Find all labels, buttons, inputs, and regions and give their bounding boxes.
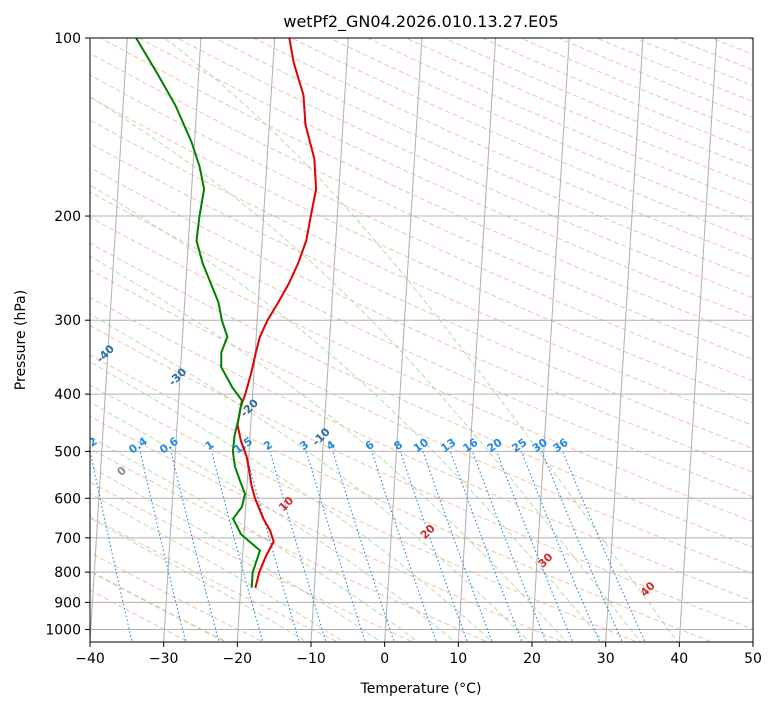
dry-adiabat [90, 216, 753, 523]
dry-adiabat [90, 447, 489, 642]
mixing-ratio-line [269, 451, 327, 642]
y-tick-label: 900 [54, 595, 81, 611]
dry-adiabat [90, 191, 753, 498]
dry-adiabat [90, 96, 753, 404]
y-axis: 100 200 300 400 500 600 700 800 900 1000 [45, 31, 90, 639]
x-tick-label: −10 [296, 651, 326, 667]
dry-adiabat [90, 142, 753, 450]
y-tick-label: 600 [54, 491, 81, 507]
dry-adiabat [90, 74, 753, 382]
x-axis: −40 −30 −20 −10 0 10 20 30 40 50 [75, 642, 762, 667]
x-axis-label: Temperature (°C) [360, 681, 482, 697]
isotherm [678, 38, 718, 642]
mixing-ratio-line [422, 451, 493, 642]
x-tick-label: −30 [149, 651, 179, 667]
isotherm [384, 38, 423, 642]
moist-adiabat [90, 95, 642, 642]
moist-adiabat [90, 184, 605, 642]
moist-adiabat [90, 361, 494, 642]
x-tick-label: 40 [670, 651, 688, 667]
dry-adiabat [90, 119, 753, 427]
y-tick-label: 700 [54, 531, 81, 547]
mixing-ratio-line [244, 451, 300, 642]
y-tick-label: 100 [54, 31, 81, 47]
mixing-ratio-line [371, 451, 437, 642]
chart-title: wetPf2_GN04.2026.010.13.27.E05 [283, 12, 558, 32]
isotherms [90, 38, 753, 642]
mixing-ratio-line [139, 451, 187, 642]
x-tick-label: 20 [523, 651, 541, 667]
mixing-ratio-line [449, 451, 523, 642]
y-axis-label: Pressure (hPa) [13, 290, 29, 390]
mixing-ratio-line [496, 451, 574, 642]
mixing-ratio-lines [90, 451, 646, 642]
isotherm [310, 38, 349, 642]
y-tick-label: 1000 [45, 623, 81, 639]
y-tick-label: 300 [54, 313, 81, 329]
x-tick-label: 0 [380, 651, 389, 667]
mixing-ratio-line [211, 451, 264, 642]
sounding-profiles [135, 38, 318, 588]
isotherm [457, 38, 497, 642]
dry-adiabat [90, 166, 753, 473]
mixing-ratio-line [305, 451, 366, 642]
x-tick-label: 50 [744, 651, 762, 667]
mixing-ratio-line [520, 451, 601, 642]
isotherm [531, 38, 570, 642]
x-tick-label: 30 [597, 651, 615, 667]
isotherm [236, 38, 276, 642]
isotherm [163, 38, 202, 642]
plot-frame [89, 37, 754, 643]
mixing-ratio-line [90, 451, 133, 642]
mixing-ratio-line [170, 451, 220, 642]
isotherm [605, 38, 644, 642]
plot-area: 0.10.20.40.611.52346810131620253036-100-… [76, 38, 753, 642]
y-tick-label: 200 [54, 209, 81, 225]
mixing-ratio-label: 0.2 [76, 435, 99, 457]
y-tick-label: 800 [54, 565, 81, 581]
isotherm [90, 38, 128, 642]
mixing-ratio-line [399, 451, 469, 642]
y-tick-label: 500 [54, 444, 81, 460]
x-tick-label: −20 [223, 651, 253, 667]
dry-adiabat [90, 269, 753, 575]
x-tick-label: −40 [75, 651, 105, 667]
y-tick-label: 400 [54, 387, 81, 403]
mixing-ratio-line [471, 451, 547, 642]
dewpoint-profile [135, 38, 262, 588]
x-tick-label: 10 [449, 651, 467, 667]
mixing-ratio-line [332, 451, 395, 642]
temperature-profile [236, 38, 318, 588]
